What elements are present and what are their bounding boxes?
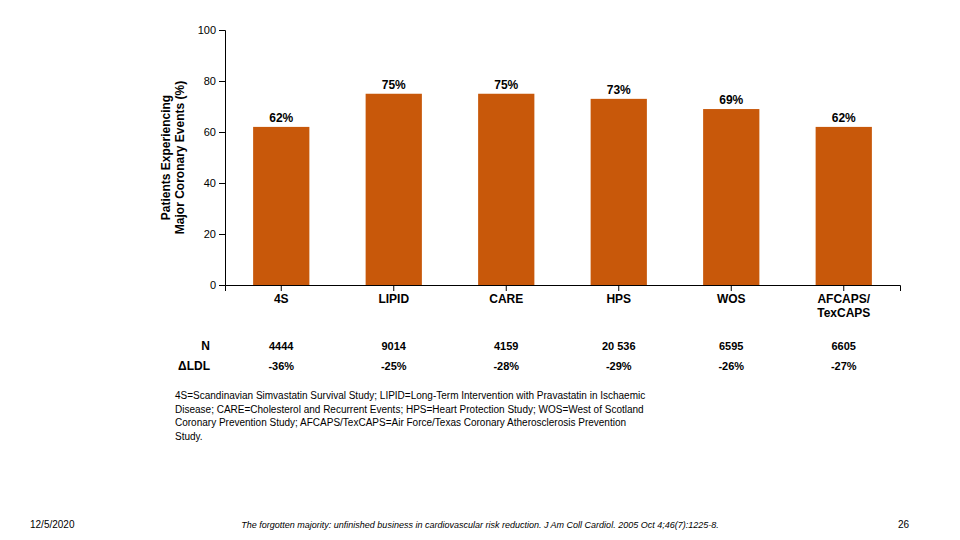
y-axis: 0 20 40 60 80 100 [198,24,226,291]
y-tick-mark [219,81,225,82]
bar [816,127,872,285]
y-axis-line [219,31,226,286]
page-number: 26 [898,519,910,530]
row-label: ΔLDL [178,359,210,373]
x-tick-mark [618,285,619,291]
x-tick: HPS [606,285,631,306]
bar [478,94,534,285]
x-tick-label: WOS [717,292,746,306]
date: 12/5/2020 [30,519,75,530]
row-value: -29% [606,360,632,372]
x-tick-label: HPS [606,292,631,306]
footnote: 4S=Scandinavian Simvastatin Survival Stu… [175,390,645,442]
row-value: 6605 [832,340,856,352]
bar [703,109,759,285]
data-label: 75% [382,78,406,92]
y-tick: 100 [198,24,225,36]
x-tick: CARE [489,285,523,306]
y-tick-mark [219,285,225,286]
y-tick-mark [219,30,225,31]
x-tick-label: AFCAPS/TexCAPS [817,292,871,320]
row-value: 6595 [719,340,743,352]
y-axis-title: Patients ExperiencingMajor Coronary Even… [159,81,187,234]
citation: The forgotten majority: unfinished busin… [241,520,718,530]
y-tick: 20 [204,228,225,240]
x-axis-line [226,286,901,292]
row-values: 4444 9014 4159 20 536 6595 6605 [269,340,856,352]
bars [253,94,872,285]
row-value: -27% [831,360,857,372]
row-value: 9014 [382,340,407,352]
y-tick-label: 60 [204,126,216,138]
x-tick: 4S [274,285,289,306]
plot: 0 20 40 60 80 100 4S LIPID CARE HPS WOS AFCAPS/TexC… [198,24,901,320]
data-labels: 62% 75% 75% 73% 69% 62% [269,78,856,125]
x-tick-label: CARE [489,292,523,306]
row-value: 4159 [494,340,518,352]
data-label: 62% [832,111,856,125]
y-tick-label: 0 [210,279,216,291]
y-tick-mark [219,183,225,184]
y-tick-mark [219,132,225,133]
y-tick-label: 80 [204,75,216,87]
row-value: 20 536 [602,340,636,352]
y-tick: 80 [204,75,225,87]
x-tick: LIPID [378,285,409,306]
bar [366,94,422,285]
x-tick-label: 4S [274,292,289,306]
x-tick: WOS [717,285,746,306]
row-value: -36% [268,360,294,372]
data-label: 75% [494,78,518,92]
x-tick-label: LIPID [378,292,409,306]
row-value: -26% [718,360,744,372]
chart: 0 20 40 60 80 100 4S LIPID CARE HPS WOS AFCAPS/TexC… [0,0,960,540]
y-tick-label: 20 [204,228,216,240]
row-value: -25% [381,360,407,372]
y-tick-label: 100 [198,24,216,36]
bar [591,99,647,285]
row-value: -28% [493,360,519,372]
bar [253,127,309,285]
y-tick: 60 [204,126,225,138]
x-tick-mark [393,285,394,291]
y-tick: 0 [210,279,225,291]
y-tick-label: 40 [204,177,216,189]
x-tick: AFCAPS/TexCAPS [817,285,871,320]
data-label: 73% [607,83,631,97]
y-tick-mark [219,234,225,235]
data-label: 69% [719,93,743,107]
x-tick-mark [731,285,732,291]
data-label: 62% [269,111,293,125]
row-values: -36% -25% -28% -29% -26% -27% [268,360,856,372]
x-tick-mark [281,285,282,291]
x-axis: 4S LIPID CARE HPS WOS AFCAPS/TexCAPS [226,285,901,320]
y-tick: 40 [204,177,225,189]
x-tick-mark [506,285,507,291]
row-label: N [201,339,210,353]
row-value: 4444 [269,340,294,352]
x-tick-mark [843,285,844,291]
